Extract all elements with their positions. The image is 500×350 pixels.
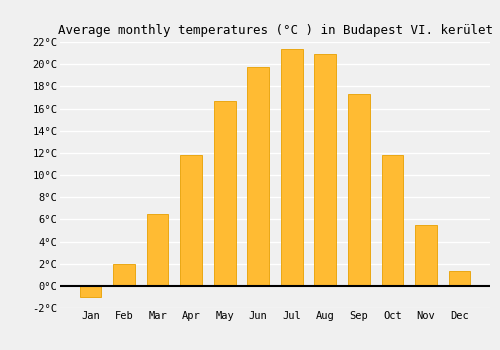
Bar: [80, 286, 102, 297]
Bar: [214, 101, 236, 286]
Bar: [146, 214, 169, 286]
Bar: [281, 49, 302, 286]
Bar: [314, 54, 336, 286]
Bar: [348, 94, 370, 286]
Title: Average monthly temperatures (°C ) in Budapest VI. kerület: Average monthly temperatures (°C ) in Bu…: [58, 24, 492, 37]
Bar: [382, 155, 404, 286]
Bar: [180, 155, 202, 286]
Bar: [448, 272, 470, 286]
Bar: [113, 264, 135, 286]
Bar: [248, 68, 269, 286]
Bar: [415, 225, 437, 286]
